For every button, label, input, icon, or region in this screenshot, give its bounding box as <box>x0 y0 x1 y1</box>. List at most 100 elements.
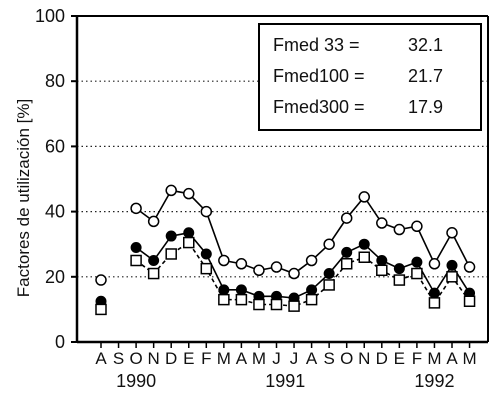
data-point <box>200 262 213 275</box>
data-point <box>130 241 142 253</box>
data-point <box>446 227 458 239</box>
series-2 <box>95 227 476 307</box>
axes <box>71 15 489 348</box>
data-point <box>95 274 107 286</box>
data-point <box>147 215 160 228</box>
legend-label: Fmed100 = <box>273 66 365 86</box>
year-label: 1991 <box>265 371 305 391</box>
series <box>95 184 476 316</box>
data-point <box>147 267 160 280</box>
legend-value: 32.1 <box>408 35 443 55</box>
data-point <box>411 256 423 268</box>
data-point <box>305 293 318 306</box>
data-point <box>235 284 247 296</box>
year-label: 1992 <box>414 371 454 391</box>
data-point <box>183 236 195 249</box>
x-tick-label: N <box>148 349 160 368</box>
data-point <box>235 258 248 270</box>
data-point <box>463 261 476 273</box>
data-point <box>393 263 405 275</box>
x-tick-label: D <box>376 349 388 368</box>
x-tick-label: M <box>462 349 476 368</box>
data-point <box>340 212 353 224</box>
data-point <box>411 220 423 233</box>
data-point <box>446 259 458 271</box>
data-point <box>463 295 476 307</box>
x-tick-label: N <box>358 349 370 368</box>
data-point <box>428 297 441 309</box>
x-tick-label: A <box>95 349 107 368</box>
y-tick-label: 0 <box>55 332 65 352</box>
data-point <box>270 261 283 273</box>
y-tick-label: 40 <box>45 202 65 222</box>
x-tick-label: M <box>252 349 266 368</box>
series-1 <box>95 184 476 286</box>
x-tick-label: J <box>290 349 299 368</box>
legend-frame <box>258 23 482 131</box>
data-point <box>376 255 388 266</box>
legend-value: 17.9 <box>408 97 443 117</box>
x-tick-label: A <box>446 349 458 368</box>
data-point <box>428 258 441 270</box>
x-tick-label: F <box>201 349 211 368</box>
data-point <box>130 202 142 215</box>
data-point <box>428 287 440 299</box>
data-point <box>323 238 335 250</box>
data-point <box>358 191 370 203</box>
legend-value: 21.7 <box>408 66 443 86</box>
data-point <box>340 258 353 270</box>
data-point <box>288 267 300 280</box>
data-point <box>393 223 406 236</box>
y-tick-label: 100 <box>35 6 65 26</box>
y-tick-label: 20 <box>45 267 65 287</box>
data-point <box>218 254 230 267</box>
x-tick-label: E <box>183 349 194 368</box>
data-point <box>358 238 370 250</box>
data-point <box>183 187 195 200</box>
year-labels: 1990 1991 1992 <box>116 371 454 391</box>
data-point <box>376 217 388 229</box>
data-point <box>358 251 370 263</box>
x-tick-label: S <box>323 349 334 368</box>
data-point <box>393 274 406 286</box>
y-tick-label: 60 <box>45 136 65 156</box>
data-point <box>253 298 265 311</box>
data-point <box>183 227 195 239</box>
x-tick-label: J <box>272 349 281 368</box>
legend-label: Fmed300 = <box>273 97 365 117</box>
data-point <box>148 255 160 266</box>
data-point <box>200 248 212 260</box>
x-tick-label: A <box>306 349 318 368</box>
data-point <box>130 254 142 267</box>
x-tick-label: O <box>340 349 353 368</box>
x-tick-label: A <box>236 349 248 368</box>
x-tick-label: O <box>129 349 142 368</box>
x-tick-label: E <box>394 349 405 368</box>
data-point <box>165 184 177 197</box>
data-point <box>270 298 283 311</box>
data-point <box>200 205 213 218</box>
data-point <box>218 293 230 306</box>
x-tick-label: S <box>113 349 124 368</box>
data-point <box>323 268 335 280</box>
x-tick-label: F <box>412 349 422 368</box>
x-tick-label: M <box>427 349 441 368</box>
data-point <box>411 267 423 280</box>
data-point <box>323 279 335 291</box>
data-point <box>165 248 177 260</box>
year-label: 1990 <box>116 371 156 391</box>
data-point <box>165 230 177 242</box>
x-tick-label: D <box>165 349 177 368</box>
data-point <box>446 271 458 283</box>
y-tick-labels: 0 20 40 60 80 100 <box>35 6 65 352</box>
data-point <box>306 284 318 296</box>
series-3 <box>95 236 476 316</box>
legend-box: Fmed 33 = 32.1 Fmed100 = 21.7 Fmed300 = 17.9 <box>258 23 482 131</box>
data-point <box>305 254 318 267</box>
data-point <box>376 264 388 277</box>
y-tick-label: 80 <box>45 71 65 91</box>
legend-label: Fmed 33 = <box>273 35 360 55</box>
